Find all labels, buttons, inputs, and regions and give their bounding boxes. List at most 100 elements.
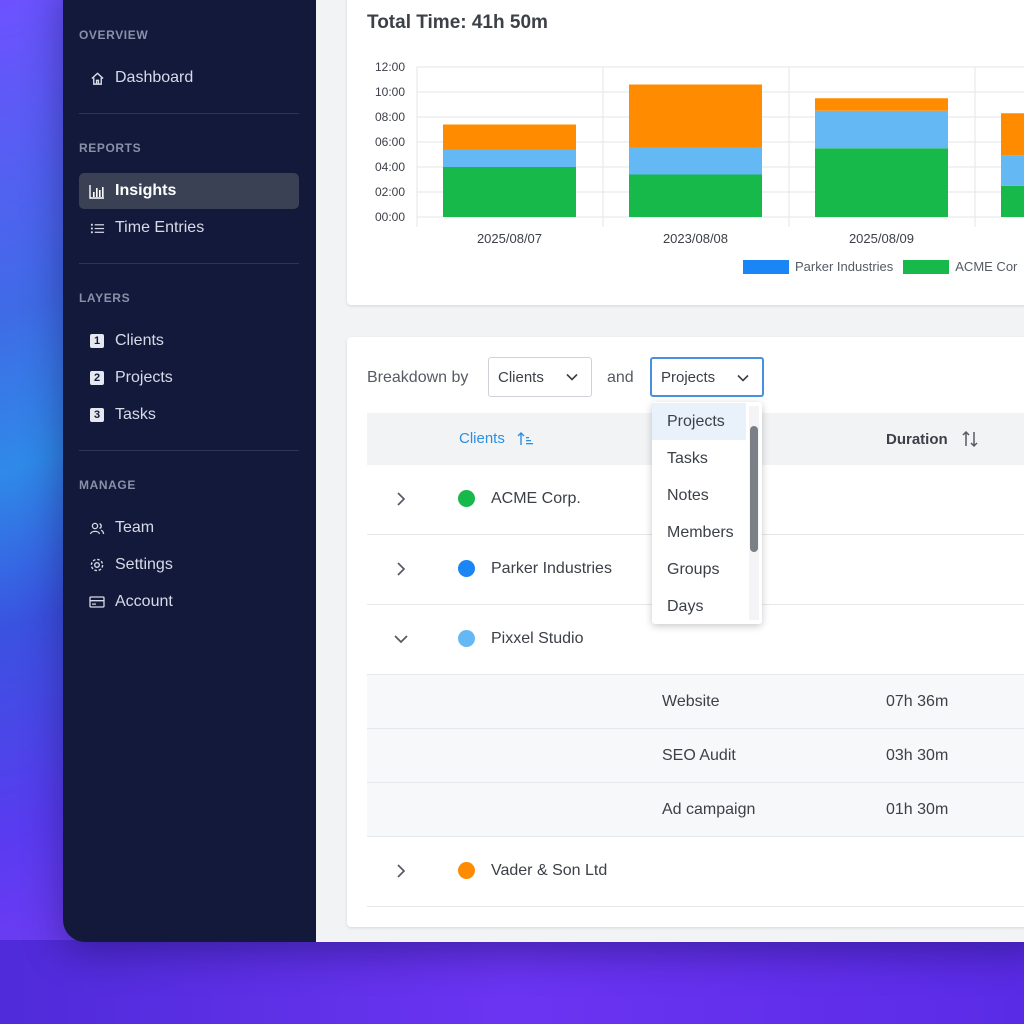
sidebar-item-projects[interactable]: 2 Projects: [79, 360, 299, 396]
breakdown-label: Breakdown by: [367, 369, 469, 386]
number-1-icon: 1: [89, 333, 105, 349]
sidebar-item-label: Settings: [115, 556, 173, 573]
sidebar-item-label: Projects: [115, 369, 173, 386]
number-2-icon: 2: [89, 370, 105, 386]
bar-chart-icon: [89, 183, 105, 199]
legend-label-acme: ACME Cor: [955, 259, 1018, 274]
sidebar-item-label: Dashboard: [115, 69, 194, 86]
project-duration: 03h 30m: [886, 747, 949, 764]
sidebar-item-team[interactable]: Team: [79, 510, 299, 546]
sidebar-item-insights[interactable]: Insights: [79, 173, 299, 209]
card-icon: [89, 594, 105, 610]
legend-swatch-parker: [743, 259, 789, 274]
dropdown-option-members[interactable]: Members: [667, 523, 734, 541]
column-header-duration[interactable]: Duration: [886, 430, 979, 448]
dropdown-option-projects[interactable]: Projects: [652, 403, 746, 440]
sidebar-item-label: Time Entries: [115, 219, 205, 236]
dropdown-scrollbar-thumb[interactable]: [750, 426, 758, 552]
bar-segment: [629, 84, 762, 147]
chevron-right-icon[interactable]: [393, 561, 409, 577]
chevron-right-icon[interactable]: [393, 863, 409, 879]
table-row[interactable]: Vader & Son Ltd: [367, 837, 1024, 907]
breakdown-first-select[interactable]: Clients: [488, 357, 592, 397]
column-header-label: Duration: [886, 430, 948, 448]
client-color-dot: [458, 630, 475, 647]
dropdown-option-days[interactable]: Days: [667, 597, 704, 615]
sort-icon: [962, 430, 978, 448]
project-row: SEO Audit 03h 30m: [367, 729, 1024, 783]
chevron-down-icon: [737, 374, 749, 382]
sidebar-divider: [79, 113, 299, 114]
x-tick-label: 2023/08/08: [663, 231, 728, 246]
sort-ascending-icon: [517, 431, 533, 445]
list-icon: [89, 220, 105, 236]
y-tick-label: 10:00: [375, 85, 405, 99]
sidebar-item-settings[interactable]: Settings: [79, 547, 299, 583]
section-layers: LAYERS: [79, 291, 131, 305]
section-manage: MANAGE: [79, 478, 136, 492]
projects-dropdown-menu: Projects Tasks Notes Members Groups Days: [652, 402, 762, 624]
sidebar-item-clients[interactable]: 1 Clients: [79, 323, 299, 359]
y-tick-label: 08:00: [375, 110, 405, 124]
chevron-down-icon[interactable]: [393, 631, 409, 647]
client-name: Vader & Son Ltd: [491, 862, 608, 879]
bar-segment: [1001, 113, 1024, 156]
select-value: Clients: [498, 368, 544, 386]
home-icon: [89, 70, 105, 86]
bar-segment: [815, 98, 948, 111]
column-header-clients[interactable]: Clients: [459, 430, 535, 447]
x-tick-label: 2025/08/07: [477, 231, 542, 246]
background-bottom: [0, 940, 1024, 1024]
sidebar: OVERVIEW Dashboard REPORTS Insights Time…: [63, 0, 316, 942]
bar-segment: [1001, 185, 1024, 217]
client-color-dot: [458, 560, 475, 577]
number-3-icon: 3: [89, 407, 105, 423]
project-name: Website: [662, 693, 720, 710]
dropdown-option-tasks[interactable]: Tasks: [667, 449, 708, 467]
select-value: Projects: [661, 368, 716, 386]
y-tick-label: 00:00: [375, 210, 405, 224]
chevron-down-icon: [566, 373, 578, 381]
breakdown-second-select[interactable]: Projects: [650, 357, 764, 397]
bar-segment: [815, 110, 948, 149]
project-duration: 07h 36m: [886, 693, 949, 710]
chevron-right-icon[interactable]: [393, 491, 409, 507]
bar-segment: [1001, 155, 1024, 186]
team-icon: [89, 520, 105, 536]
sidebar-item-label: Insights: [115, 182, 177, 199]
and-label: and: [607, 369, 634, 386]
sidebar-divider: [79, 450, 299, 451]
sidebar-item-account[interactable]: Account: [79, 584, 299, 620]
sidebar-item-dashboard[interactable]: Dashboard: [79, 60, 299, 96]
chart-legend: Parker Industries ACME Cor: [743, 259, 1017, 274]
dropdown-option-notes[interactable]: Notes: [667, 486, 709, 504]
legend-swatch-acme: [903, 259, 950, 274]
project-row: Website 07h 36m: [367, 675, 1024, 729]
gear-icon: [89, 557, 105, 573]
y-tick-label: 02:00: [375, 185, 405, 199]
client-name: Pixxel Studio: [491, 630, 584, 647]
dropdown-option-groups[interactable]: Groups: [667, 560, 720, 578]
sidebar-divider: [79, 263, 299, 264]
sidebar-item-label: Clients: [115, 332, 164, 349]
sidebar-item-label: Tasks: [115, 406, 156, 423]
chart-card: Total Time: 41h 50m 00:00 02:00 04:00 06:00…: [347, 0, 1024, 305]
section-overview: OVERVIEW: [79, 28, 149, 42]
breakdown-card: Breakdown by Clients and Projects Client…: [347, 337, 1024, 927]
bar-segment: [815, 148, 948, 217]
client-name: Parker Industries: [491, 560, 612, 577]
project-row: Ad campaign 01h 30m: [367, 783, 1024, 837]
bar-segment: [629, 147, 762, 175]
sidebar-item-time-entries[interactable]: Time Entries: [79, 210, 299, 246]
y-tick-label: 06:00: [375, 135, 405, 149]
client-name: ACME Corp.: [491, 490, 581, 507]
client-color-dot: [458, 862, 475, 879]
total-time-title: Total Time: 41h 50m: [367, 12, 548, 33]
y-tick-label: 12:00: [375, 60, 405, 74]
stacked-bar-chart: 00:00 02:00 04:00 06:00 08:00 10:00 12:00 2025/…: [375, 60, 1024, 246]
sidebar-item-tasks[interactable]: 3 Tasks: [79, 397, 299, 433]
column-header-label: Clients: [459, 430, 505, 447]
bar-segment: [443, 149, 576, 167]
bar-segment: [443, 124, 576, 150]
x-tick-label: 2025/08/09: [849, 231, 914, 246]
